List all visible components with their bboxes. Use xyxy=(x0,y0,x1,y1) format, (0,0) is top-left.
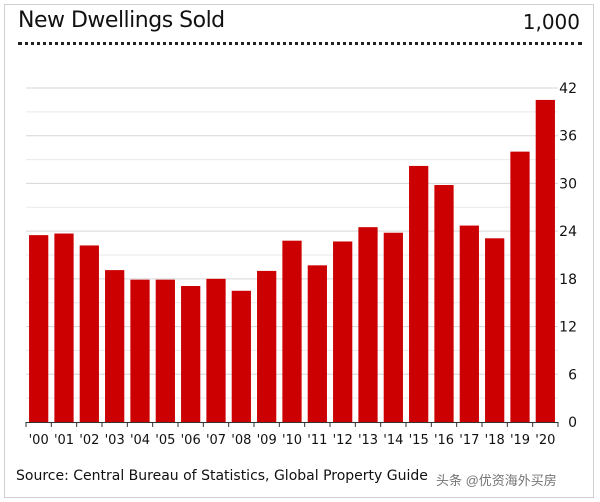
bar-01 xyxy=(54,233,74,422)
y-tick-label: 0 xyxy=(568,415,577,431)
bar-18 xyxy=(485,238,505,422)
x-tick-label: '12 xyxy=(333,433,353,448)
x-tick-label: '13 xyxy=(358,433,378,448)
x-tick-label: '15 xyxy=(409,433,429,448)
bar-02 xyxy=(79,245,99,422)
x-tick-label: '00 xyxy=(29,433,49,448)
x-tick-label: '11 xyxy=(307,433,327,448)
source-note: Source: Central Bureau of Statistics, Gl… xyxy=(16,468,428,484)
x-tick-label: '08 xyxy=(231,433,251,448)
watermark: 头条 @优资海外买房 xyxy=(436,473,557,488)
bar-00 xyxy=(29,235,49,422)
bar-12 xyxy=(333,241,353,422)
bar-13 xyxy=(358,227,378,422)
title-divider xyxy=(18,42,582,45)
bar-08 xyxy=(231,290,251,422)
x-tick-label: '18 xyxy=(485,433,505,448)
x-tick-label: '19 xyxy=(510,433,530,448)
x-tick-label: '10 xyxy=(282,433,302,448)
bar-11 xyxy=(307,265,327,422)
bar-20 xyxy=(535,99,555,422)
bar-17 xyxy=(459,225,479,422)
bar-05 xyxy=(155,279,175,422)
bar-14 xyxy=(383,232,403,422)
bars xyxy=(29,99,555,422)
bar-03 xyxy=(105,270,125,422)
x-tick-label: '16 xyxy=(434,433,454,448)
x-tick-label: '02 xyxy=(79,433,99,448)
y-axis-ticks: 0 6 12 18 24 30 36 42 xyxy=(559,81,577,431)
x-tick-label: '20 xyxy=(535,433,555,448)
chart-title: New Dwellings Sold xyxy=(18,8,225,33)
bar-19 xyxy=(510,151,530,422)
x-tick-label: '07 xyxy=(206,433,226,448)
bar-16 xyxy=(434,185,454,422)
y-tick-label: 6 xyxy=(568,367,577,383)
x-tick-label: '05 xyxy=(155,433,175,448)
y-tick-label: 18 xyxy=(559,272,577,288)
y-tick-label: 12 xyxy=(559,320,577,336)
y-tick-label: 36 xyxy=(559,129,577,145)
x-tick-label: '06 xyxy=(181,433,201,448)
bar-06 xyxy=(181,286,201,422)
x-tick-label: '01 xyxy=(54,433,74,448)
x-tick-label: '03 xyxy=(105,433,125,448)
bar-04 xyxy=(130,279,150,422)
x-tick-label: '04 xyxy=(130,433,150,448)
x-axis: '00 '01 '02 '03 '04 '05 '06 '07 '08 '09 '10 '11 '12 '… xyxy=(25,422,559,448)
unit-label: 1,000 xyxy=(522,10,580,34)
x-tick-label: '17 xyxy=(459,433,479,448)
y-tick-label: 30 xyxy=(559,176,577,192)
y-tick-label: 42 xyxy=(559,81,577,97)
bar-07 xyxy=(206,278,226,422)
bar-10 xyxy=(282,240,302,422)
bar-09 xyxy=(257,270,277,422)
bar-15 xyxy=(409,165,429,422)
x-tick-label: '09 xyxy=(257,433,277,448)
y-tick-label: 24 xyxy=(559,224,577,240)
x-tick-label: '14 xyxy=(383,433,403,448)
